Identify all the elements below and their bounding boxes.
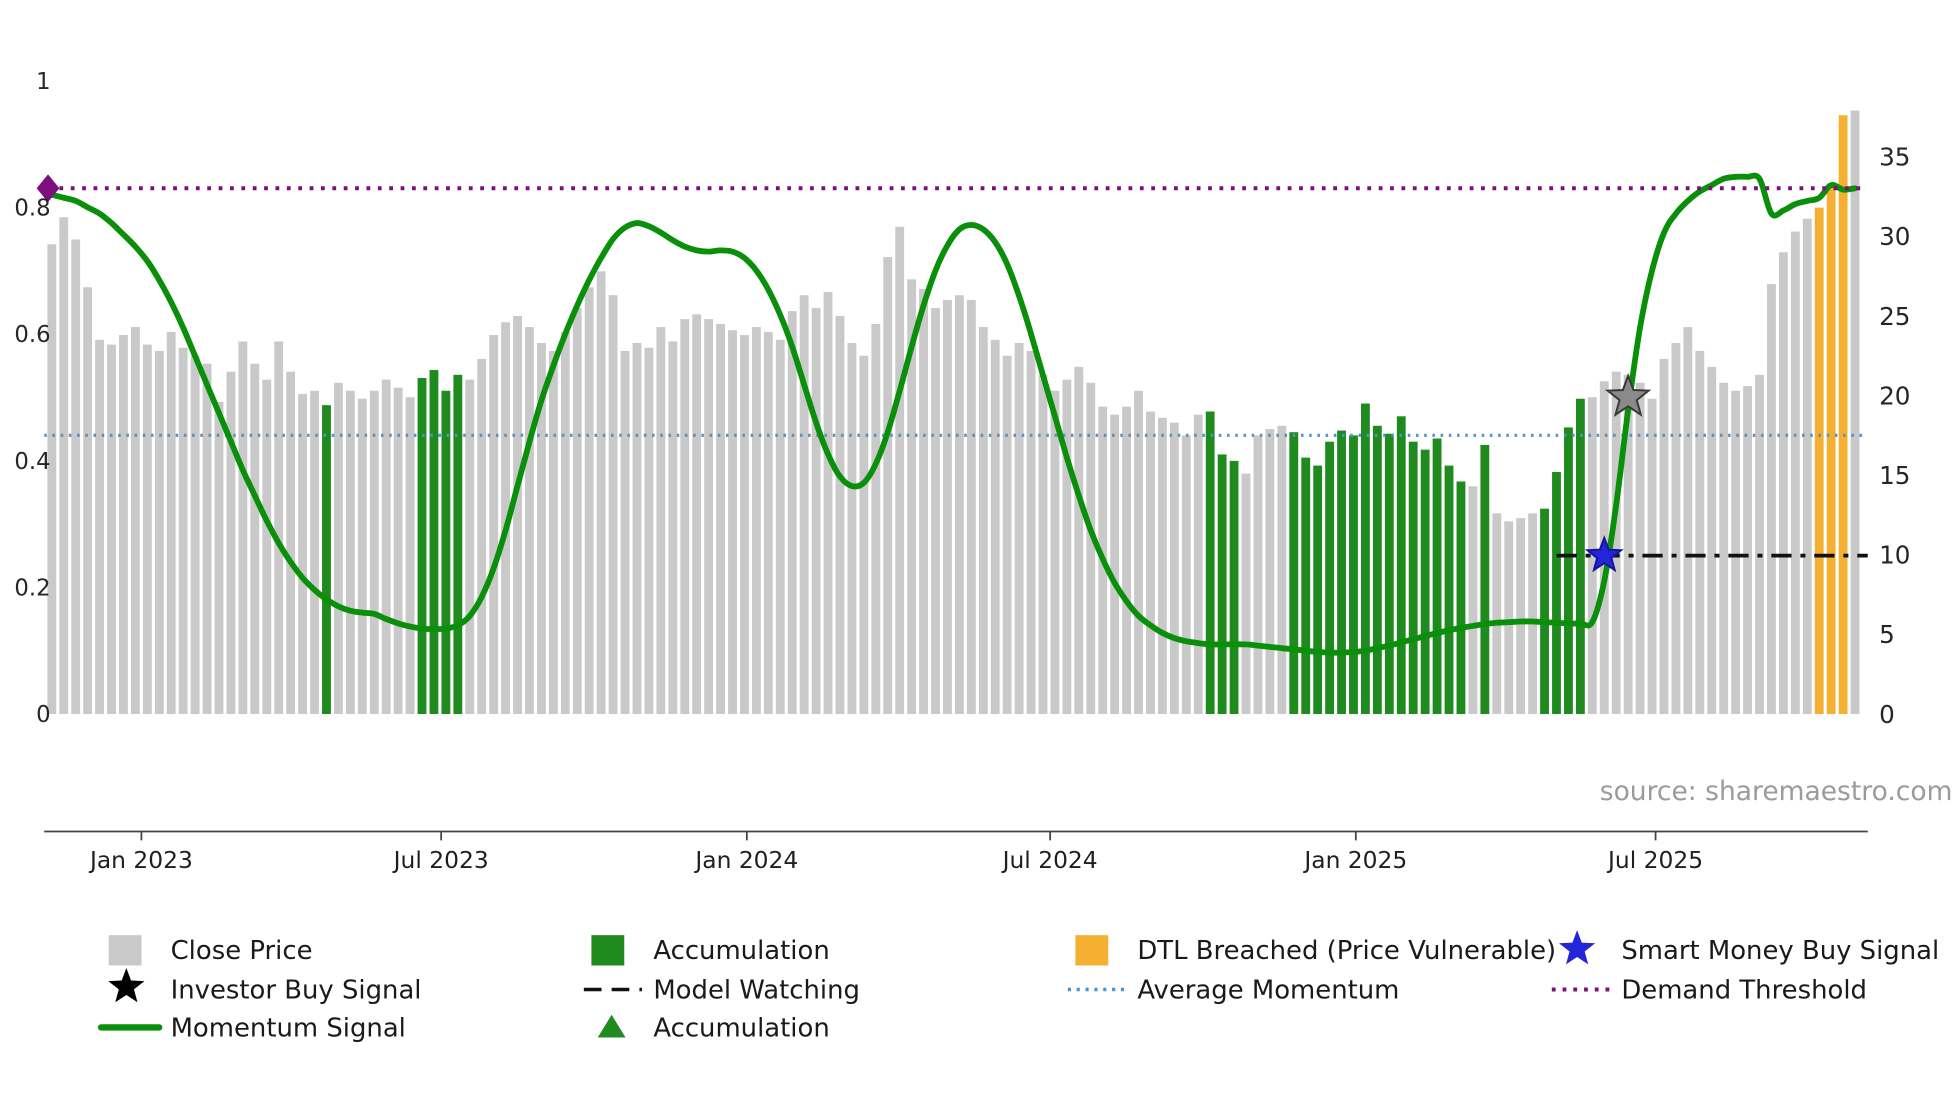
legend-average-momentum-label: Average Momentum — [1137, 975, 1399, 1005]
close-price-swatch — [108, 935, 142, 966]
momentum-signal-line — [48, 172, 1858, 656]
svg-text:0.4: 0.4 — [14, 449, 50, 475]
svg-text:Jul 2023: Jul 2023 — [392, 846, 489, 874]
legend: Close Price Investor Buy Signal Momentum… — [97, 930, 1939, 1043]
legend-dtl-breached-label: DTL Breached (Price Vulnerable) — [1137, 936, 1556, 966]
demand-threshold-diamond-icon — [36, 174, 60, 203]
legend-model-watching-label: Model Watching — [653, 975, 860, 1005]
svg-text:35: 35 — [1879, 143, 1910, 172]
close-price-bars — [47, 110, 1860, 715]
svg-text:0.2: 0.2 — [14, 576, 50, 602]
svg-text:0: 0 — [1879, 700, 1895, 729]
investor-buy-signal-icon — [108, 968, 145, 1003]
svg-text:30: 30 — [1879, 222, 1910, 251]
svg-text:20: 20 — [1879, 381, 1910, 410]
smart-money-buy-signal-star — [1584, 535, 1624, 573]
svg-text:Jul 2024: Jul 2024 — [1001, 846, 1098, 874]
investor-buy-signal-star — [1604, 372, 1652, 417]
legend-close-price-label: Close Price — [171, 936, 313, 966]
accumulation-bar-swatch — [591, 935, 625, 966]
legend-smart-money-label: Smart Money Buy Signal — [1621, 936, 1939, 966]
svg-text:1: 1 — [36, 69, 50, 95]
legend-investor-buy-signal-label: Investor Buy Signal — [171, 975, 422, 1005]
svg-text:5: 5 — [1879, 620, 1895, 649]
svg-text:25: 25 — [1879, 302, 1910, 331]
svg-text:Jan 2024: Jan 2024 — [693, 846, 798, 874]
svg-text:15: 15 — [1879, 461, 1910, 490]
demand-threshold-line — [36, 174, 1868, 203]
momentum-line-path — [48, 172, 1858, 656]
source-credit: source: sharemaestro.com — [1600, 776, 1953, 807]
svg-text:0.8: 0.8 — [14, 195, 50, 221]
legend-momentum-signal-label: Momentum Signal — [171, 1013, 406, 1043]
svg-text:10: 10 — [1879, 541, 1910, 570]
legend-demand-threshold-label: Demand Threshold — [1621, 975, 1867, 1005]
accumulation-triangle-icon — [597, 1014, 626, 1038]
smart-money-buy-signal-icon — [1559, 930, 1596, 965]
legend-accumulation-marker-label: Accumulation — [653, 1013, 829, 1043]
svg-text:0.6: 0.6 — [14, 322, 50, 348]
svg-text:0: 0 — [36, 702, 50, 728]
svg-text:Jan 2023: Jan 2023 — [88, 846, 193, 874]
legend-accumulation-bar-label: Accumulation — [653, 936, 829, 966]
svg-text:Jan 2025: Jan 2025 — [1302, 846, 1407, 874]
dtl-breached-swatch — [1075, 935, 1109, 966]
signal-markers — [1584, 372, 1652, 573]
svg-text:Jul 2025: Jul 2025 — [1606, 846, 1703, 874]
